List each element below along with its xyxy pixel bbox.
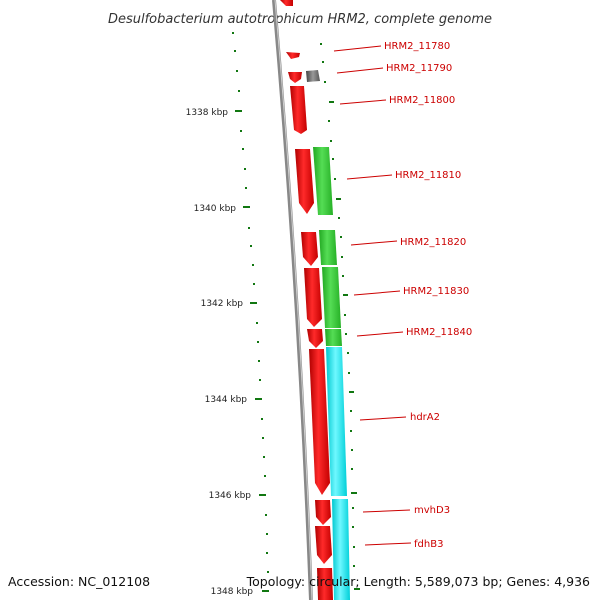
cds-track (280, 0, 333, 600)
gene-label-hrm2-11810[interactable]: HRM2_11810 (395, 170, 461, 181)
cds-feature[interactable] (317, 568, 333, 600)
gene-label-hrm2-11820[interactable]: HRM2_11820 (400, 237, 466, 248)
gene-label-hrm2-11780[interactable]: HRM2_11780 (384, 41, 450, 52)
cog-track (313, 147, 350, 600)
gene-label-hrm2-11800[interactable]: HRM2_11800 (389, 95, 455, 106)
cds-feature-hrm2-11830[interactable] (304, 268, 322, 327)
cog-green-feature[interactable] (322, 267, 341, 328)
cds-feature-fdhb3[interactable] (315, 526, 332, 564)
ruler-dots-left (232, 32, 269, 573)
cds-feature-hrm2-11800[interactable] (290, 86, 307, 134)
cds-feature-mvhd3[interactable] (315, 500, 331, 525)
ruler-dots-right (320, 43, 360, 590)
ruler-ticks (235, 110, 269, 592)
cds-feature[interactable] (280, 0, 293, 6)
cds-feature-hrm2-11840[interactable] (307, 329, 323, 348)
map-title: Desulfobacterium autotrophicum HRM2, com… (108, 12, 492, 27)
cog-green-feature[interactable] (313, 147, 333, 215)
tick-label-1342: 1342 kbp (201, 299, 244, 309)
cog-green-feature[interactable] (319, 230, 337, 265)
cog-green-feature[interactable] (325, 329, 342, 346)
tick-label-1344: 1344 kbp (205, 395, 248, 405)
cds-feature-hdra2[interactable] (309, 349, 330, 495)
label-leaders (333, 45, 412, 546)
tick-label-1346: 1346 kbp (209, 491, 252, 501)
tick-label-1348: 1348 kbp (211, 587, 254, 597)
cds-feature-hrm2-11810[interactable] (295, 149, 314, 214)
cds-feature-hrm2-11790[interactable] (288, 72, 302, 83)
gene-label-fdhb3[interactable]: fdhB3 (414, 539, 443, 550)
tick-label-1340: 1340 kbp (194, 204, 237, 214)
gene-label-hrm2-11790[interactable]: HRM2_11790 (386, 63, 452, 74)
genome-backbone (272, 0, 313, 600)
topology-text: Topology: circular; Length: 5,589,073 bp… (246, 574, 590, 589)
tick-label-1338: 1338 kbp (186, 108, 229, 118)
cds-feature-hrm2-11780[interactable] (286, 52, 300, 59)
gene-label-hrm2-11830[interactable]: HRM2_11830 (403, 286, 469, 297)
gene-label-hrm2-11840[interactable]: HRM2_11840 (406, 327, 472, 338)
gene-label-mvhd3[interactable]: mvhD3 (414, 505, 450, 516)
cog-cyan-feature[interactable] (332, 499, 350, 600)
cog-cyan-feature[interactable] (326, 347, 347, 496)
gray-feature[interactable] (306, 70, 320, 82)
gene-label-hdra2[interactable]: hdrA2 (410, 412, 440, 423)
cds-feature-hrm2-11820[interactable] (301, 232, 318, 266)
accession-text: Accession: NC_012108 (8, 574, 150, 589)
